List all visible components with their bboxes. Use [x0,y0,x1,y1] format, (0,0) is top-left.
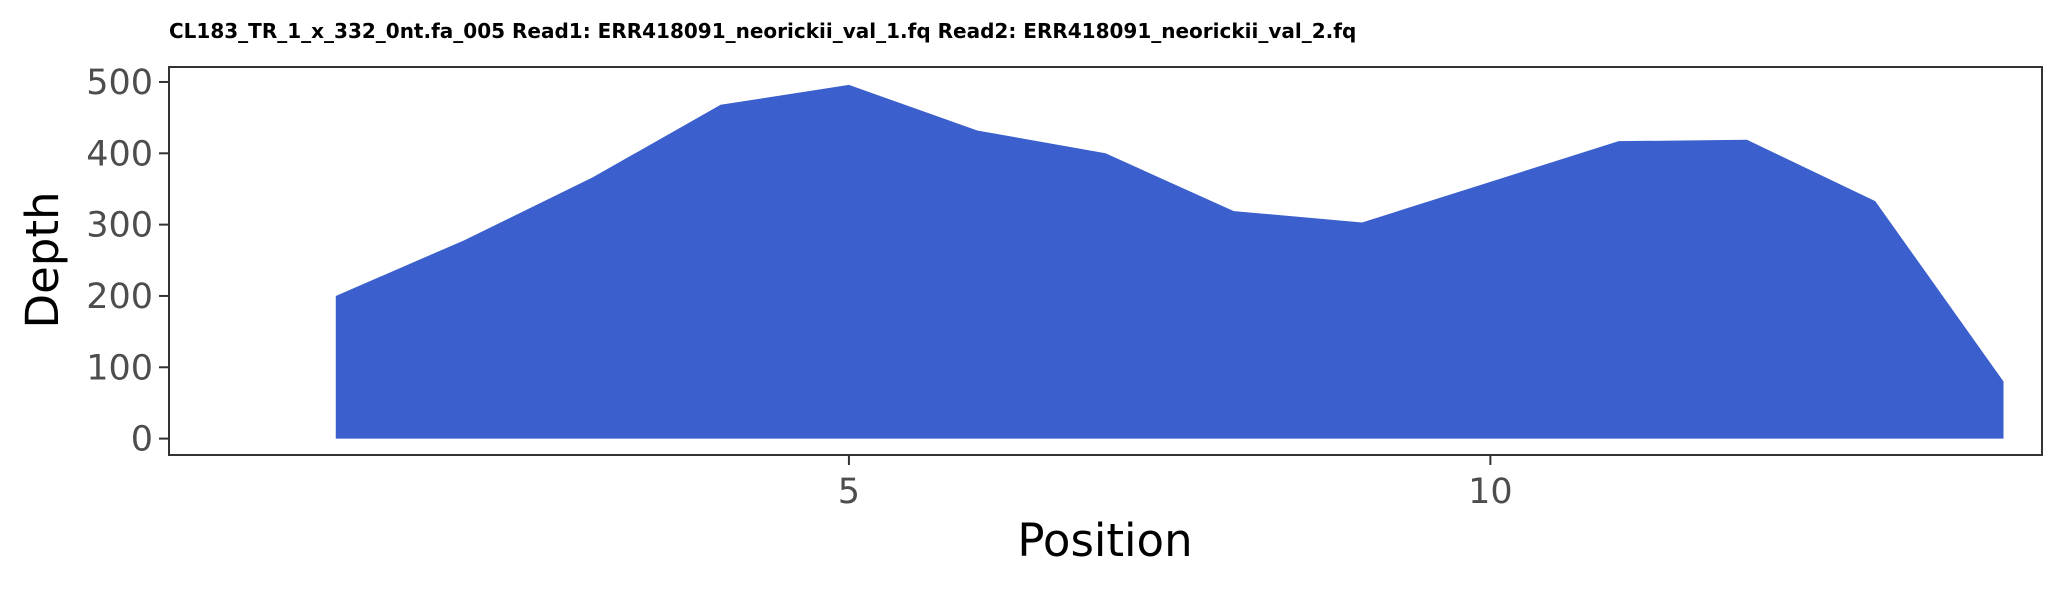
x-tick-label-5: 5 [838,472,860,512]
x-axis-title: Position [1017,514,1192,567]
y-tick-label-100: 100 [86,348,153,388]
y-tick-label-400: 400 [86,134,153,174]
depth-area [335,84,2004,439]
y-axis-title: Depth [16,191,69,328]
y-tick-label-300: 300 [86,206,153,246]
x-tick-label-10: 10 [1468,472,1513,512]
y-tick-label-500: 500 [86,63,153,103]
y-tick-label-0: 0 [131,420,153,460]
chart-title: CL183_TR_1_x_332_0nt.fa_005 Read1: ERR41… [169,19,1356,43]
y-tick-label-200: 200 [86,277,153,317]
y-axis: 0 100 200 300 400 500 [86,63,169,460]
plot-area [168,66,2043,456]
x-axis: 5 10 [838,455,1513,512]
panel-border [168,66,2043,456]
